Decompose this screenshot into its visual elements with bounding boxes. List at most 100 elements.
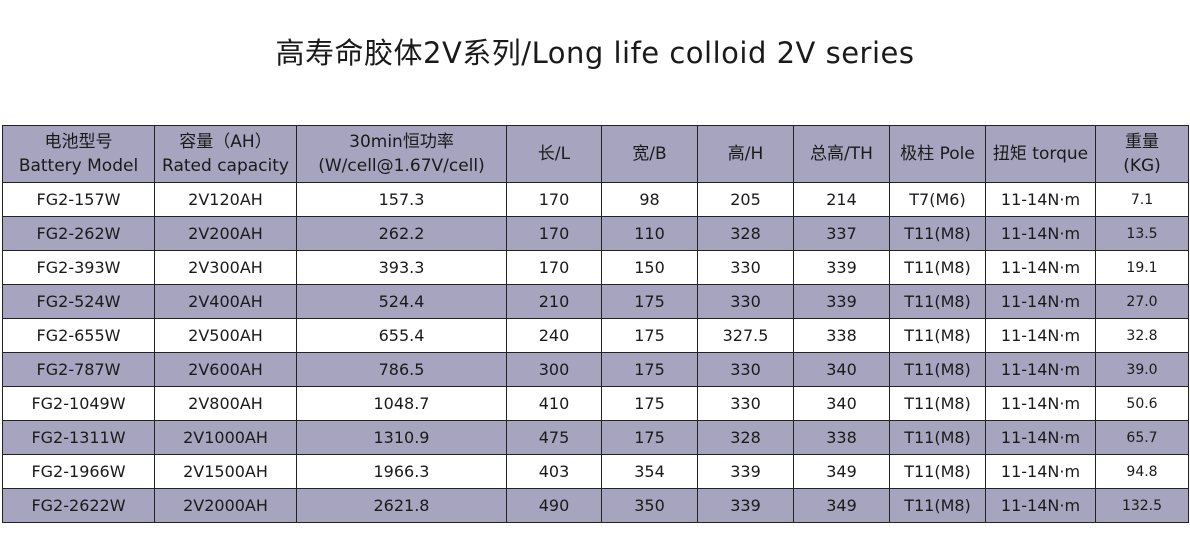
cell-pole: T11(M8): [889, 386, 986, 421]
table-row: FG2-2622W 2V2000AH 2621.8 490 350 339 349 T11(M…: [2, 488, 1189, 523]
cell-length: 490: [506, 488, 602, 523]
cell-width: 350: [601, 488, 698, 523]
table-row: FG2-262W 2V200AH 262.2 170 110 328 337 T11(M8) 1…: [2, 216, 1189, 251]
table-row: FG2-524W 2V400AH 524.4 210 175 330 339 T11(M8) 1…: [2, 284, 1189, 319]
cell-width: 110: [601, 216, 698, 251]
cell-capacity: 2V2000AH: [154, 488, 297, 523]
cell-pole: T11(M8): [889, 318, 986, 353]
cell-length: 240: [506, 318, 602, 353]
table-row: FG2-655W 2V500AH 655.4 240 175 327.5 338 T11(M8…: [2, 318, 1189, 353]
cell-power: 1310.9: [296, 420, 507, 455]
cell-capacity: 2V500AH: [154, 318, 297, 353]
header-constant-power: 30min恒功率 (W/cell@1.67V/cell): [296, 125, 507, 183]
cell-length: 210: [506, 284, 602, 319]
cell-model: FG2-1311W: [2, 420, 155, 455]
cell-width: 175: [601, 352, 698, 387]
table-row: FG2-393W 2V300AH 393.3 170 150 330 339 T11(M8) 1…: [2, 250, 1189, 285]
table-header-row: 电池型号 Battery Model 容量（AH） Rated capacity…: [2, 125, 1189, 183]
cell-torque: 11-14N·m: [985, 250, 1096, 285]
cell-height: 328: [697, 420, 794, 455]
cell-model: FG2-524W: [2, 284, 155, 319]
cell-capacity: 2V600AH: [154, 352, 297, 387]
cell-total-height: 338: [793, 318, 890, 353]
cell-power: 1966.3: [296, 454, 507, 489]
cell-width: 175: [601, 386, 698, 421]
table-row: FG2-1966W 2V1500AH 1966.3 403 354 339 349 T11(M…: [2, 454, 1189, 489]
cell-weight: 7.1: [1095, 182, 1189, 217]
cell-pole: T11(M8): [889, 284, 986, 319]
cell-total-height: 349: [793, 454, 890, 489]
cell-capacity: 2V120AH: [154, 182, 297, 217]
cell-capacity: 2V800AH: [154, 386, 297, 421]
cell-pole: T11(M8): [889, 454, 986, 489]
cell-torque: 11-14N·m: [985, 182, 1096, 217]
cell-weight: 94.8: [1095, 454, 1189, 489]
cell-capacity: 2V400AH: [154, 284, 297, 319]
table-row: FG2-1311W 2V1000AH 1310.9 475 175 328 338 T11(M…: [2, 420, 1189, 455]
header-width: 宽/B: [601, 125, 698, 183]
page-title: 高寿命胶体2V系列/Long life colloid 2V series: [275, 36, 915, 70]
cell-pole: T11(M8): [889, 420, 986, 455]
cell-length: 170: [506, 250, 602, 285]
cell-length: 170: [506, 216, 602, 251]
cell-width: 354: [601, 454, 698, 489]
cell-total-height: 340: [793, 386, 890, 421]
cell-pole: T11(M8): [889, 488, 986, 523]
header-pole: 极柱 Pole: [889, 125, 986, 183]
cell-width: 175: [601, 284, 698, 319]
cell-model: FG2-393W: [2, 250, 155, 285]
cell-torque: 11-14N·m: [985, 454, 1096, 489]
cell-model: FG2-2622W: [2, 488, 155, 523]
cell-torque: 11-14N·m: [985, 386, 1096, 421]
cell-total-height: 339: [793, 250, 890, 285]
cell-model: FG2-655W: [2, 318, 155, 353]
header-battery-model: 电池型号 Battery Model: [2, 125, 155, 183]
cell-model: FG2-262W: [2, 216, 155, 251]
cell-total-height: 349: [793, 488, 890, 523]
table-row: FG2-787W 2V600AH 786.5 300 175 330 340 T11(M8) 1…: [2, 352, 1189, 387]
cell-height: 328: [697, 216, 794, 251]
cell-power: 393.3: [296, 250, 507, 285]
cell-torque: 11-14N·m: [985, 352, 1096, 387]
cell-length: 410: [506, 386, 602, 421]
cell-power: 786.5: [296, 352, 507, 387]
cell-torque: 11-14N·m: [985, 488, 1096, 523]
cell-weight: 19.1: [1095, 250, 1189, 285]
cell-total-height: 340: [793, 352, 890, 387]
cell-height: 330: [697, 386, 794, 421]
cell-total-height: 339: [793, 284, 890, 319]
header-torque: 扭矩 torque: [985, 125, 1096, 183]
cell-total-height: 337: [793, 216, 890, 251]
cell-torque: 11-14N·m: [985, 318, 1096, 353]
cell-torque: 11-14N·m: [985, 420, 1096, 455]
cell-weight: 13.5: [1095, 216, 1189, 251]
cell-weight: 27.0: [1095, 284, 1189, 319]
cell-weight: 132.5: [1095, 488, 1189, 523]
cell-length: 170: [506, 182, 602, 217]
table-row: FG2-157W 2V120AH 157.3 170 98 205 214 T7(M6) 11-…: [2, 182, 1189, 217]
cell-weight: 39.0: [1095, 352, 1189, 387]
cell-pole: T11(M8): [889, 352, 986, 387]
cell-height: 205: [697, 182, 794, 217]
cell-model: FG2-787W: [2, 352, 155, 387]
cell-height: 339: [697, 488, 794, 523]
cell-height: 327.5: [697, 318, 794, 353]
cell-torque: 11-14N·m: [985, 284, 1096, 319]
cell-model: FG2-1966W: [2, 454, 155, 489]
cell-power: 157.3: [296, 182, 507, 217]
cell-capacity: 2V300AH: [154, 250, 297, 285]
header-weight: 重量 (KG): [1095, 125, 1189, 183]
cell-height: 330: [697, 352, 794, 387]
header-rated-capacity: 容量（AH） Rated capacity: [154, 125, 297, 183]
battery-spec-table: 电池型号 Battery Model 容量（AH） Rated capacity…: [2, 125, 1189, 523]
table-body: FG2-157W 2V120AH 157.3 170 98 205 214 T7(M6) 11-…: [2, 182, 1189, 523]
cell-power: 524.4: [296, 284, 507, 319]
cell-weight: 32.8: [1095, 318, 1189, 353]
header-length: 长/L: [506, 125, 602, 183]
cell-width: 175: [601, 420, 698, 455]
cell-pole: T7(M6): [889, 182, 986, 217]
cell-length: 475: [506, 420, 602, 455]
cell-capacity: 2V200AH: [154, 216, 297, 251]
cell-height: 330: [697, 250, 794, 285]
cell-total-height: 214: [793, 182, 890, 217]
